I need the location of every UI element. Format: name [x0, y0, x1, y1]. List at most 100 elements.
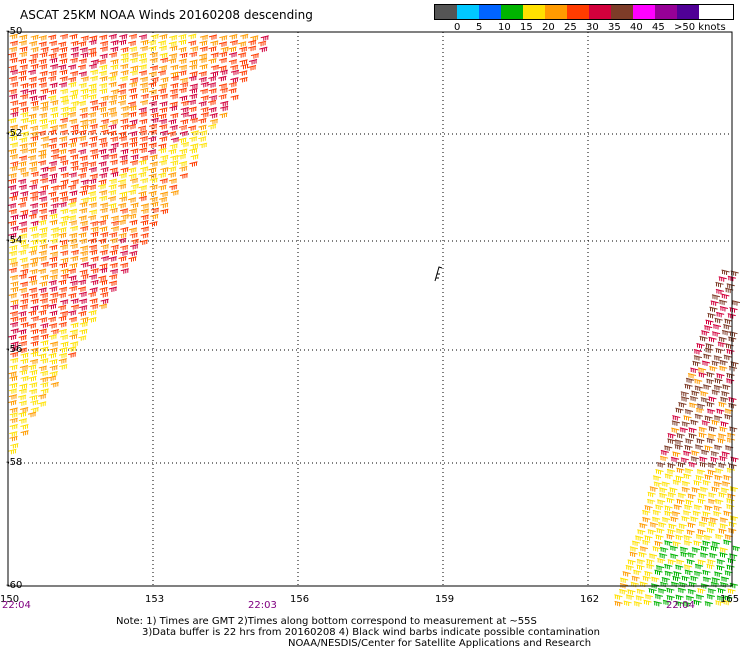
- wind-barb: [20, 117, 29, 124]
- wind-barb: [228, 81, 237, 88]
- wind-barb: [17, 202, 27, 208]
- wind-barb: [87, 191, 97, 197]
- wind-barb: [30, 407, 39, 413]
- wind-barb: [80, 76, 89, 82]
- wind-barb: [148, 173, 157, 179]
- wind-barb: [669, 487, 678, 493]
- wind-barb: [18, 221, 28, 227]
- wind-barb: [59, 239, 68, 245]
- wind-barb: [79, 238, 88, 244]
- wind-barb: [49, 341, 59, 347]
- wind-barb: [240, 63, 249, 70]
- wind-barb: [39, 173, 49, 179]
- wind-barb: [654, 569, 663, 576]
- wind-barb: [701, 516, 710, 523]
- wind-barb: [59, 262, 68, 269]
- wind-barb: [127, 40, 137, 47]
- wind-barb: [80, 93, 89, 100]
- wind-barb: [228, 88, 237, 94]
- wind-barb: [128, 46, 138, 52]
- wind-barb: [88, 238, 97, 244]
- wind-barb: [684, 444, 693, 451]
- legend-tick-label: 25: [564, 22, 577, 33]
- wind-barb: [99, 40, 109, 47]
- wind-barb: [30, 305, 39, 311]
- wind-barb: [729, 515, 739, 522]
- wind-barb: [19, 196, 28, 202]
- wind-barb: [98, 161, 107, 167]
- wind-barb: [78, 129, 87, 136]
- wind-barb: [198, 136, 207, 142]
- wind-barb: [683, 415, 692, 421]
- wind-barb: [70, 100, 79, 107]
- wind-barb: [38, 58, 47, 65]
- wind-barb: [78, 172, 87, 179]
- wind-barb: [693, 540, 702, 546]
- wind-barb: [706, 437, 715, 444]
- wind-barb: [30, 171, 39, 177]
- wind-barb: [18, 178, 27, 185]
- wind-barb: [119, 159, 128, 166]
- wind-barb: [139, 147, 148, 154]
- wind-barb: [67, 201, 77, 208]
- wind-barb: [723, 324, 732, 330]
- wind-barb: [10, 345, 19, 352]
- wind-barb: [629, 546, 639, 552]
- wind-barb: [29, 191, 39, 197]
- wind-barb: [148, 190, 157, 197]
- wind-barb: [90, 279, 99, 286]
- wind-barb: [707, 469, 716, 475]
- wind-barb: [80, 52, 89, 58]
- wind-barb: [199, 46, 208, 52]
- wind-barb: [9, 40, 19, 47]
- wind-barb: [188, 113, 197, 119]
- wind-barb: [18, 40, 28, 46]
- wind-barb: [88, 142, 97, 148]
- wind-barb: [27, 411, 37, 418]
- wind-barb: [169, 124, 178, 131]
- wind-barb: [28, 119, 37, 125]
- wind-barb: [708, 396, 717, 402]
- wind-barb: [69, 190, 78, 196]
- wind-barb: [49, 106, 58, 113]
- wind-barb: [59, 88, 69, 95]
- wind-barb: [219, 51, 228, 58]
- wind-barb: [108, 111, 118, 118]
- wind-barb: [717, 438, 726, 444]
- wind-barb: [667, 559, 676, 565]
- legend-swatch: [589, 5, 611, 19]
- wind-barb: [715, 600, 724, 606]
- east-swath-wind-barbs: [614, 269, 740, 607]
- wind-barb: [218, 57, 228, 64]
- wind-barb: [697, 367, 707, 373]
- wind-barb: [190, 154, 199, 160]
- wind-barb: [88, 167, 98, 173]
- wind-barb: [727, 432, 736, 439]
- wind-barb: [8, 148, 17, 155]
- wind-barb: [40, 322, 49, 329]
- wind-barb: [70, 341, 79, 347]
- wind-barb: [247, 45, 257, 52]
- wind-barb: [659, 455, 669, 462]
- wind-barb: [130, 238, 139, 245]
- wind-barb: [228, 46, 237, 52]
- wind-barb: [675, 528, 685, 534]
- wind-barb: [667, 462, 676, 469]
- wind-barb: [70, 165, 79, 172]
- wind-barb: [58, 227, 67, 233]
- wind-barb: [159, 136, 168, 142]
- wind-barb: [179, 173, 189, 179]
- wind-barb: [138, 52, 147, 59]
- wind-barb: [118, 256, 127, 262]
- wind-barb: [710, 450, 719, 457]
- wind-barb: [697, 498, 706, 504]
- wind-barb: [637, 529, 646, 535]
- wind-barb: [49, 63, 59, 70]
- wind-barb: [118, 39, 127, 46]
- wind-barb: [706, 594, 715, 600]
- wind-barb: [434, 266, 443, 282]
- wind-barb: [208, 46, 217, 52]
- wind-barb: [178, 124, 188, 131]
- wind-barb: [80, 119, 89, 125]
